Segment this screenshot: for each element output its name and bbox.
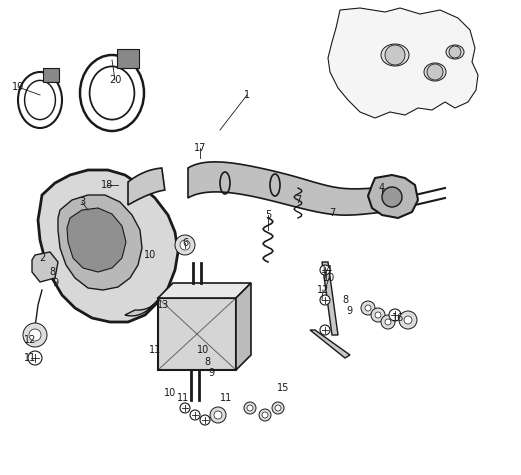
Circle shape: [365, 305, 371, 311]
Text: 12: 12: [24, 335, 36, 345]
Polygon shape: [236, 283, 251, 370]
Text: 14: 14: [321, 265, 333, 275]
Polygon shape: [322, 262, 338, 335]
Circle shape: [247, 405, 253, 411]
Text: 8: 8: [204, 357, 210, 367]
Text: 7: 7: [329, 208, 335, 218]
Circle shape: [320, 295, 330, 305]
Text: 10: 10: [197, 345, 209, 355]
Circle shape: [175, 235, 195, 255]
Text: 11: 11: [24, 353, 36, 363]
Text: 10: 10: [144, 250, 156, 260]
Polygon shape: [128, 168, 165, 205]
Circle shape: [382, 187, 402, 207]
Text: 19: 19: [12, 82, 24, 92]
Circle shape: [28, 351, 42, 365]
Circle shape: [180, 403, 190, 413]
Circle shape: [385, 319, 391, 325]
Circle shape: [272, 402, 284, 414]
Polygon shape: [158, 283, 251, 298]
Text: 18: 18: [101, 180, 113, 190]
Text: 11: 11: [220, 393, 232, 403]
Text: 6: 6: [182, 238, 188, 248]
Circle shape: [385, 45, 405, 65]
Text: 5: 5: [265, 210, 271, 220]
Text: 8: 8: [342, 295, 348, 305]
Text: 1: 1: [244, 90, 250, 100]
Text: 17: 17: [194, 143, 206, 153]
Circle shape: [180, 240, 190, 250]
Bar: [117, 49, 139, 68]
Text: 16: 16: [392, 313, 404, 323]
Text: 7: 7: [295, 195, 301, 205]
Circle shape: [214, 411, 222, 419]
Text: 8: 8: [49, 267, 55, 277]
Text: 10: 10: [323, 273, 335, 283]
Polygon shape: [310, 330, 350, 358]
Text: 12: 12: [317, 285, 329, 295]
Ellipse shape: [446, 45, 464, 59]
Circle shape: [361, 301, 375, 315]
Circle shape: [29, 329, 41, 341]
Circle shape: [259, 409, 271, 421]
Circle shape: [190, 410, 200, 420]
Circle shape: [381, 315, 395, 329]
Text: 15: 15: [277, 383, 289, 393]
Polygon shape: [188, 162, 390, 216]
Ellipse shape: [424, 63, 446, 81]
Polygon shape: [67, 208, 126, 272]
Bar: [43, 68, 59, 82]
Circle shape: [389, 309, 401, 321]
Polygon shape: [328, 8, 478, 118]
Text: 9: 9: [346, 306, 352, 316]
Circle shape: [210, 407, 226, 423]
Circle shape: [320, 325, 330, 335]
Circle shape: [275, 405, 281, 411]
Circle shape: [371, 308, 385, 322]
Circle shape: [404, 316, 412, 324]
Circle shape: [427, 64, 443, 80]
Polygon shape: [125, 300, 158, 316]
Text: 4: 4: [379, 183, 385, 193]
Circle shape: [449, 46, 461, 58]
Circle shape: [23, 323, 47, 347]
Circle shape: [244, 402, 256, 414]
Text: 9: 9: [208, 368, 214, 378]
Polygon shape: [32, 252, 58, 282]
Ellipse shape: [381, 44, 409, 66]
Polygon shape: [38, 170, 178, 322]
Circle shape: [262, 412, 268, 418]
Polygon shape: [368, 175, 418, 218]
Circle shape: [320, 265, 330, 275]
Circle shape: [375, 312, 381, 318]
Text: 9: 9: [52, 278, 58, 288]
Text: 2: 2: [39, 253, 45, 263]
Text: 11: 11: [149, 345, 161, 355]
Text: 11: 11: [177, 393, 189, 403]
Text: 10: 10: [164, 388, 176, 398]
Circle shape: [399, 311, 417, 329]
Polygon shape: [58, 195, 142, 290]
Circle shape: [200, 415, 210, 425]
Text: 20: 20: [109, 75, 121, 85]
Bar: [158, 298, 236, 370]
Text: 13: 13: [157, 300, 169, 310]
Text: 3: 3: [79, 197, 85, 207]
